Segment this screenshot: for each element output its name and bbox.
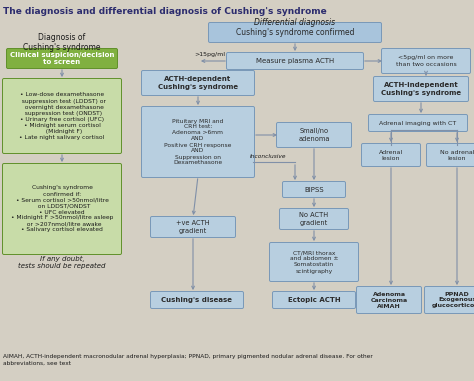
FancyBboxPatch shape	[142, 107, 255, 178]
Text: Differential diagnosis: Differential diagnosis	[255, 18, 336, 27]
Text: Adenoma
Carcinoma
AIMAH: Adenoma Carcinoma AIMAH	[371, 291, 408, 309]
FancyBboxPatch shape	[356, 287, 421, 314]
Text: ACTH-independent
Cushing's syndrome: ACTH-independent Cushing's syndrome	[381, 82, 461, 96]
FancyBboxPatch shape	[227, 53, 364, 69]
Text: +ve ACTH
gradient: +ve ACTH gradient	[176, 220, 210, 234]
FancyBboxPatch shape	[151, 216, 236, 237]
Text: • Low-dose dexamethasone
  suppression test (LDDST) or
  overnight dexamethasone: • Low-dose dexamethasone suppression tes…	[18, 93, 106, 139]
Text: BIPSS: BIPSS	[304, 187, 324, 192]
FancyBboxPatch shape	[2, 163, 121, 255]
FancyBboxPatch shape	[425, 287, 474, 314]
Text: Clinical suspicion/decision
to screen: Clinical suspicion/decision to screen	[10, 52, 114, 65]
FancyBboxPatch shape	[7, 48, 118, 69]
FancyBboxPatch shape	[427, 144, 474, 166]
FancyBboxPatch shape	[374, 77, 468, 101]
Text: >15pg/ml: >15pg/ml	[194, 52, 226, 57]
FancyBboxPatch shape	[2, 78, 121, 154]
FancyBboxPatch shape	[273, 291, 356, 309]
Text: Diagnosis of
Cushing's syndrome: Diagnosis of Cushing's syndrome	[23, 33, 101, 53]
Text: Adrenal
lesion: Adrenal lesion	[379, 149, 403, 160]
Text: CT/MRI thorax
and abdomen ±
Somatostatin
scintigraphy: CT/MRI thorax and abdomen ± Somatostatin…	[290, 250, 338, 274]
Text: The diagnosis and differential diagnosis of Cushing's syndrome: The diagnosis and differential diagnosis…	[3, 7, 327, 16]
Text: Measure plasma ACTH: Measure plasma ACTH	[256, 58, 334, 64]
Text: AIMAH, ACTH-independent macronodular adrenal hyperplasia; PPNAD, primary pigment: AIMAH, ACTH-independent macronodular adr…	[3, 354, 373, 366]
Text: <5pg/ml on more
than two occasions: <5pg/ml on more than two occasions	[396, 56, 456, 67]
Text: If any doubt,
tests should be repeated: If any doubt, tests should be repeated	[18, 256, 106, 269]
FancyBboxPatch shape	[368, 115, 467, 131]
FancyBboxPatch shape	[283, 181, 346, 197]
Text: Small/no
adenoma: Small/no adenoma	[298, 128, 330, 142]
FancyBboxPatch shape	[382, 48, 471, 74]
FancyBboxPatch shape	[276, 123, 352, 147]
FancyBboxPatch shape	[209, 22, 382, 43]
Text: Inconclusive: Inconclusive	[250, 154, 286, 159]
Text: ACTH-dependent
Cushing's syndrome: ACTH-dependent Cushing's syndrome	[158, 76, 238, 90]
FancyBboxPatch shape	[151, 291, 244, 309]
Text: No ACTH
gradient: No ACTH gradient	[300, 212, 328, 226]
Text: Ectopic ACTH: Ectopic ACTH	[288, 297, 340, 303]
Text: Adrenal imaging with CT: Adrenal imaging with CT	[379, 120, 456, 125]
Text: PPNAD
Exogenous
glucocorticoid: PPNAD Exogenous glucocorticoid	[432, 291, 474, 309]
Text: Pituitary MRI and
CRH test:
Adenoma >6mm
AND
Positive CRH response
AND
Suppressi: Pituitary MRI and CRH test: Adenoma >6mm…	[164, 118, 232, 165]
FancyBboxPatch shape	[270, 242, 358, 282]
Text: Cushing's syndrome confirmed: Cushing's syndrome confirmed	[236, 28, 354, 37]
FancyBboxPatch shape	[362, 144, 420, 166]
FancyBboxPatch shape	[280, 208, 348, 229]
Text: Cushing's syndrome
confirmed if:
• Serum cortisol >50nmol/litre
  on LDDST/ONDST: Cushing's syndrome confirmed if: • Serum…	[11, 186, 113, 232]
Text: No adrenal
lesion: No adrenal lesion	[440, 149, 474, 160]
FancyBboxPatch shape	[142, 70, 255, 96]
Text: Cushing's disease: Cushing's disease	[162, 297, 233, 303]
